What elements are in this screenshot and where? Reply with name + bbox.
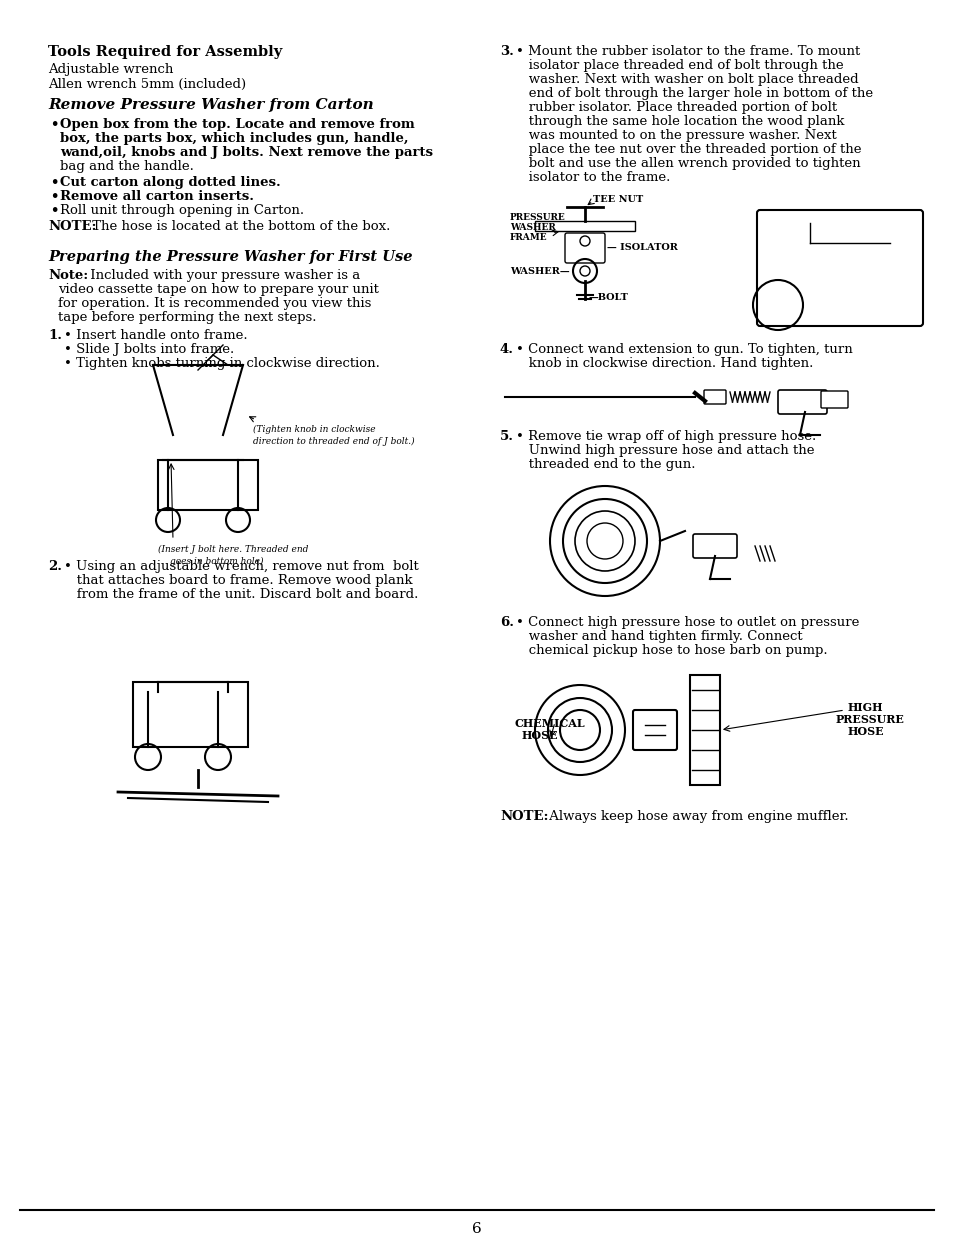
Text: isolator to the frame.: isolator to the frame. <box>516 170 670 184</box>
Text: •: • <box>50 177 58 189</box>
Text: • Using an adjustable wrench, remove nut from  bolt: • Using an adjustable wrench, remove nut… <box>64 559 418 573</box>
Text: place the tee nut over the threaded portion of the: place the tee nut over the threaded port… <box>516 143 861 156</box>
Text: rubber isolator. Place threaded portion of bolt: rubber isolator. Place threaded portion … <box>516 101 836 114</box>
Text: Cut carton along dotted lines.: Cut carton along dotted lines. <box>60 177 280 189</box>
Text: threaded end to the gun.: threaded end to the gun. <box>516 458 695 471</box>
Text: •: • <box>50 190 58 203</box>
Text: NOTE:: NOTE: <box>499 810 548 823</box>
Text: • Remove tie wrap off of high pressure hose.: • Remove tie wrap off of high pressure h… <box>516 430 816 443</box>
Text: — ISOLATOR: — ISOLATOR <box>606 243 678 252</box>
Text: (Tighten knob in clockwise: (Tighten knob in clockwise <box>253 425 375 435</box>
Text: from the frame of the unit. Discard bolt and board.: from the frame of the unit. Discard bolt… <box>64 588 418 601</box>
Text: Remove Pressure Washer from Carton: Remove Pressure Washer from Carton <box>48 98 374 112</box>
Text: • Tighten knobs turning in clockwise direction.: • Tighten knobs turning in clockwise dir… <box>64 357 379 370</box>
Text: Roll unit through opening in Carton.: Roll unit through opening in Carton. <box>60 204 304 217</box>
Text: HOSE: HOSE <box>521 730 558 741</box>
Text: box, the parts box, which includes gun, handle,: box, the parts box, which includes gun, … <box>60 132 408 144</box>
Text: knob in clockwise direction. Hand tighten.: knob in clockwise direction. Hand tighte… <box>516 357 813 370</box>
Text: 6.: 6. <box>499 616 514 629</box>
Text: bag and the handle.: bag and the handle. <box>60 161 193 173</box>
Text: that attaches board to frame. Remove wood plank: that attaches board to frame. Remove woo… <box>64 574 413 587</box>
FancyBboxPatch shape <box>158 459 257 510</box>
Text: • Connect high pressure hose to outlet on pressure: • Connect high pressure hose to outlet o… <box>516 616 859 629</box>
FancyBboxPatch shape <box>633 710 677 750</box>
Text: HIGH: HIGH <box>847 701 882 713</box>
FancyBboxPatch shape <box>821 391 847 408</box>
Text: Adjustable wrench: Adjustable wrench <box>48 63 173 77</box>
Text: •: • <box>50 204 58 217</box>
Text: NOTE:: NOTE: <box>48 220 96 233</box>
Text: Included with your pressure washer is a: Included with your pressure washer is a <box>86 269 360 282</box>
FancyBboxPatch shape <box>703 390 725 404</box>
Text: 3.: 3. <box>499 44 514 58</box>
Text: direction to threaded end of J bolt.): direction to threaded end of J bolt.) <box>253 437 415 446</box>
Text: WASHER—: WASHER— <box>510 267 569 275</box>
Text: The hose is located at the bottom of the box.: The hose is located at the bottom of the… <box>88 220 390 233</box>
Text: Open box from the top. Locate and remove from: Open box from the top. Locate and remove… <box>60 119 415 131</box>
Text: washer. Next with washer on bolt place threaded: washer. Next with washer on bolt place t… <box>516 73 858 86</box>
Text: 5.: 5. <box>499 430 514 443</box>
Text: • Slide J bolts into frame.: • Slide J bolts into frame. <box>64 343 234 356</box>
Text: CHEMICAL: CHEMICAL <box>515 718 585 729</box>
Text: chemical pickup hose to hose barb on pump.: chemical pickup hose to hose barb on pum… <box>516 643 827 657</box>
Text: TEE NUT: TEE NUT <box>593 195 642 204</box>
Text: HOSE: HOSE <box>847 726 883 737</box>
Text: wand,oil, knobs and J bolts. Next remove the parts: wand,oil, knobs and J bolts. Next remove… <box>60 146 433 159</box>
Text: 1.: 1. <box>48 329 62 342</box>
Text: Tools Required for Assembly: Tools Required for Assembly <box>48 44 282 59</box>
Text: goes in bottom hole): goes in bottom hole) <box>170 557 263 566</box>
FancyBboxPatch shape <box>778 390 826 414</box>
Text: Unwind high pressure hose and attach the: Unwind high pressure hose and attach the <box>516 445 814 457</box>
Text: 4.: 4. <box>499 343 514 356</box>
Text: PRESSURE: PRESSURE <box>510 212 565 222</box>
Text: isolator place threaded end of bolt through the: isolator place threaded end of bolt thro… <box>516 59 842 72</box>
Text: 6: 6 <box>472 1221 481 1235</box>
Text: video cassette tape on how to prepare your unit: video cassette tape on how to prepare yo… <box>58 283 378 296</box>
Text: —BOLT: —BOLT <box>588 293 628 303</box>
Text: FRAME: FRAME <box>510 233 547 242</box>
Text: tape before performing the next steps.: tape before performing the next steps. <box>58 311 316 324</box>
FancyBboxPatch shape <box>757 210 923 326</box>
Text: • Insert handle onto frame.: • Insert handle onto frame. <box>64 329 248 342</box>
Text: 2.: 2. <box>48 559 62 573</box>
Bar <box>535 221 635 231</box>
Text: washer and hand tighten firmly. Connect: washer and hand tighten firmly. Connect <box>516 630 801 643</box>
Text: Preparing the Pressure Washer for First Use: Preparing the Pressure Washer for First … <box>48 249 412 264</box>
Text: for operation. It is recommended you view this: for operation. It is recommended you vie… <box>58 296 371 310</box>
Text: bolt and use the allen wrench provided to tighten: bolt and use the allen wrench provided t… <box>516 157 860 170</box>
Text: PRESSURE: PRESSURE <box>835 714 904 725</box>
FancyBboxPatch shape <box>692 534 737 558</box>
Text: end of bolt through the larger hole in bottom of the: end of bolt through the larger hole in b… <box>516 86 872 100</box>
FancyBboxPatch shape <box>564 233 604 263</box>
Text: was mounted to on the pressure washer. Next: was mounted to on the pressure washer. N… <box>516 128 836 142</box>
Text: • Connect wand extension to gun. To tighten, turn: • Connect wand extension to gun. To tigh… <box>516 343 852 356</box>
FancyBboxPatch shape <box>132 682 248 747</box>
Text: Note:: Note: <box>48 269 89 282</box>
Text: • Mount the rubber isolator to the frame. To mount: • Mount the rubber isolator to the frame… <box>516 44 860 58</box>
FancyBboxPatch shape <box>689 676 720 785</box>
Text: Allen wrench 5mm (included): Allen wrench 5mm (included) <box>48 78 246 91</box>
Text: WASHER: WASHER <box>510 224 556 232</box>
Text: Always keep hose away from engine muffler.: Always keep hose away from engine muffle… <box>544 810 848 823</box>
Text: •: • <box>50 119 58 131</box>
Text: Remove all carton inserts.: Remove all carton inserts. <box>60 190 253 203</box>
Text: through the same hole location the wood plank: through the same hole location the wood … <box>516 115 843 128</box>
Text: (Insert J bolt here. Threaded end: (Insert J bolt here. Threaded end <box>158 545 308 555</box>
